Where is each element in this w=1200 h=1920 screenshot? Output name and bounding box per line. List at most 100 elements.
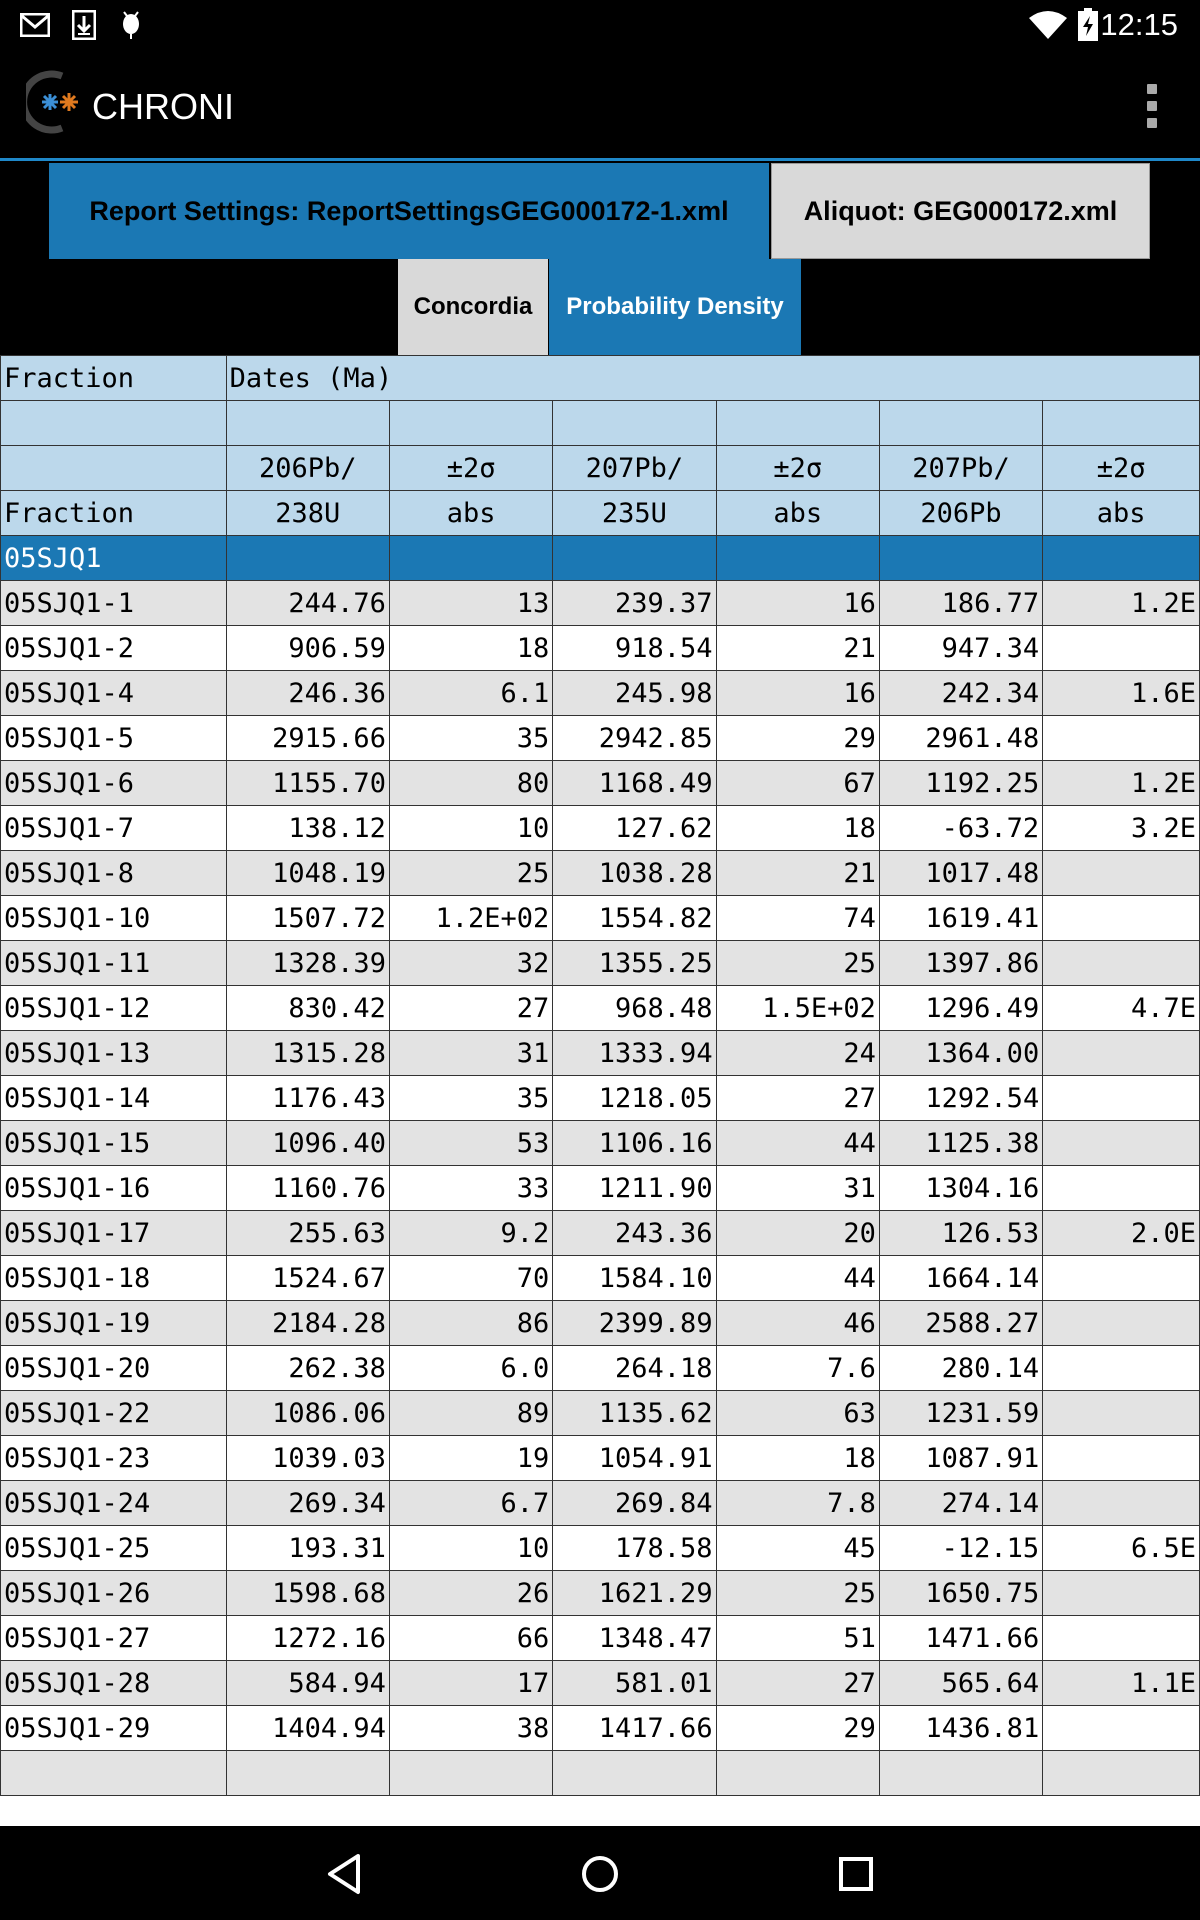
back-icon[interactable]	[316, 1846, 372, 1902]
table-row[interactable]: 05SJQ1-26 1598.68 26 1621.29 25 1650.75	[0, 1570, 1200, 1616]
value-cell	[1042, 1075, 1200, 1121]
value-cell: 1192.25	[878, 760, 1044, 806]
value-cell: 1038.28	[552, 850, 717, 896]
value-cell: 1554.82	[552, 895, 717, 941]
value-cell	[1042, 715, 1200, 761]
table-row[interactable]: 05SJQ1-12 830.42 27 968.48 1.5E+02 1296.49 4.7…	[0, 985, 1200, 1031]
blank-header-cell	[388, 400, 554, 446]
fraction-name-cell: 05SJQ1-23	[0, 1435, 227, 1481]
value-cell: 127.62	[552, 805, 717, 851]
value-cell: 1125.38	[878, 1120, 1044, 1166]
value-cell: 1.2E	[1042, 760, 1200, 806]
fraction-name-cell: 05SJQ1-12	[0, 985, 227, 1031]
value-cell: 1087.91	[878, 1435, 1044, 1481]
table-row[interactable]: 05SJQ1-24 269.34 6.7 269.84 7.8 274.14	[0, 1480, 1200, 1526]
value-cell: 1436.81	[878, 1705, 1044, 1751]
value-cell: 29	[715, 715, 880, 761]
blank-header-cell	[878, 400, 1044, 446]
value-cell: 63	[715, 1390, 880, 1436]
value-cell: 80	[388, 760, 554, 806]
aliquot-row: 05SJQ1	[0, 535, 1200, 581]
table-row[interactable]: 05SJQ1-11 1328.39 32 1355.25 25 1397.86	[0, 940, 1200, 986]
table-row[interactable]: 05SJQ1-23 1039.03 19 1054.91 18 1087.91	[0, 1435, 1200, 1481]
fraction-name-cell: 05SJQ1-20	[0, 1345, 227, 1391]
value-cell: 274.14	[878, 1480, 1044, 1526]
value-cell: 20	[715, 1210, 880, 1256]
table-row[interactable]: 05SJQ1-7 138.12 10 127.62 18 -63.72 3.2E	[0, 805, 1200, 851]
recents-icon[interactable]	[828, 1846, 884, 1902]
value-cell: 31	[715, 1165, 880, 1211]
main-content: Report Settings: ReportSettingsGEG000172…	[0, 161, 1200, 1826]
value-cell: 1584.10	[552, 1255, 717, 1301]
value-cell: 1160.76	[225, 1165, 390, 1211]
value-cell: 255.63	[225, 1210, 390, 1256]
table-row[interactable]	[0, 1750, 1200, 1796]
column-header-cell: ±2σ	[388, 445, 554, 491]
tab-concordia[interactable]: Concordia	[398, 259, 548, 355]
value-cell: 6.7	[388, 1480, 554, 1526]
value-cell: 1.2E+02	[388, 895, 554, 941]
column-header-cell	[0, 445, 227, 491]
table-row[interactable]: 05SJQ1-13 1315.28 31 1333.94 24 1364.00	[0, 1030, 1200, 1076]
table-row[interactable]: 05SJQ1-19 2184.28 86 2399.89 46 2588.27	[0, 1300, 1200, 1346]
value-cell: 1364.00	[878, 1030, 1044, 1076]
value-cell: 1404.94	[225, 1705, 390, 1751]
value-cell: 239.37	[552, 580, 717, 626]
table-row[interactable]: 05SJQ1-18 1524.67 70 1584.10 44 1664.14	[0, 1255, 1200, 1301]
table-row[interactable]: 05SJQ1-29 1404.94 38 1417.66 29 1436.81	[0, 1705, 1200, 1751]
table-row[interactable]: 05SJQ1-10 1507.72 1.2E+02 1554.82 74 1619.41	[0, 895, 1200, 941]
table-row[interactable]: 05SJQ1-4 246.36 6.1 245.98 16 242.34 1.6E	[0, 670, 1200, 716]
table-row[interactable]: 05SJQ1-8 1048.19 25 1038.28 21 1017.48	[0, 850, 1200, 896]
table-row[interactable]: 05SJQ1-1 244.76 13 239.37 16 186.77 1.2E	[0, 580, 1200, 626]
value-cell: 242.34	[878, 670, 1044, 716]
table-row[interactable]: 05SJQ1-16 1160.76 33 1211.90 31 1304.16	[0, 1165, 1200, 1211]
value-cell: 1650.75	[878, 1570, 1044, 1616]
home-icon[interactable]	[572, 1846, 628, 1902]
value-cell: 2915.66	[225, 715, 390, 761]
value-cell: 1.6E	[1042, 670, 1200, 716]
value-cell	[1042, 850, 1200, 896]
table-row[interactable]: 05SJQ1-17 255.63 9.2 243.36 20 126.53 2.0E	[0, 1210, 1200, 1256]
table-row[interactable]: 05SJQ1-6 1155.70 80 1168.49 67 1192.25 1.2E	[0, 760, 1200, 806]
value-cell	[1042, 1390, 1200, 1436]
table-row[interactable]: 05SJQ1-14 1176.43 35 1218.05 27 1292.54	[0, 1075, 1200, 1121]
aliquot-button[interactable]: Aliquot: GEG000172.xml	[771, 163, 1150, 259]
aliquot-cell	[715, 535, 880, 581]
report-settings-button[interactable]: Report Settings: ReportSettingsGEG000172…	[49, 163, 769, 259]
table-row[interactable]: 05SJQ1-5 2915.66 35 2942.85 29 2961.48	[0, 715, 1200, 761]
fraction-name-cell: 05SJQ1-29	[0, 1705, 227, 1751]
table-row[interactable]: 05SJQ1-25 193.31 10 178.58 45 -12.15 6.5E	[0, 1525, 1200, 1571]
column-header-cell: 238U	[225, 490, 390, 536]
table-row[interactable]: 05SJQ1-22 1086.06 89 1135.62 63 1231.59	[0, 1390, 1200, 1436]
value-cell: 21	[715, 850, 880, 896]
table-row[interactable]: 05SJQ1-28 584.94 17 581.01 27 565.64 1.1E	[0, 1660, 1200, 1706]
value-cell	[715, 1750, 880, 1796]
value-cell: 138.12	[225, 805, 390, 851]
table-row[interactable]: 05SJQ1-20 262.38 6.0 264.18 7.6 280.14	[0, 1345, 1200, 1391]
fraction-table-scroll[interactable]: Fraction Dates (Ma) 206Pb/ ±2σ 207Pb	[0, 355, 1200, 1826]
column-header-cell: ±2σ	[715, 445, 880, 491]
table-row[interactable]: 05SJQ1-27 1272.16 66 1348.47 51 1471.66	[0, 1615, 1200, 1661]
value-cell: 1.2E	[1042, 580, 1200, 626]
aliquot-cell	[225, 535, 390, 581]
app-bar: CHRONI	[0, 50, 1200, 161]
value-cell: 186.77	[878, 580, 1044, 626]
value-cell: -63.72	[878, 805, 1044, 851]
value-cell: 246.36	[225, 670, 390, 716]
fraction-name-cell: 05SJQ1-22	[0, 1390, 227, 1436]
table-row[interactable]: 05SJQ1-2 906.59 18 918.54 21 947.34	[0, 625, 1200, 671]
value-cell: 1106.16	[552, 1120, 717, 1166]
fraction-name-cell: 05SJQ1-13	[0, 1030, 227, 1076]
value-cell: 44	[715, 1120, 880, 1166]
tab-probability-density[interactable]: Probability Density	[549, 259, 801, 355]
value-cell: 25	[388, 850, 554, 896]
value-cell: 1211.90	[552, 1165, 717, 1211]
value-cell: 1619.41	[878, 895, 1044, 941]
fraction-name-cell: 05SJQ1-6	[0, 760, 227, 806]
value-cell: 280.14	[878, 1345, 1044, 1391]
fraction-name-cell: 05SJQ1-4	[0, 670, 227, 716]
table-row[interactable]: 05SJQ1-15 1096.40 53 1106.16 44 1125.38	[0, 1120, 1200, 1166]
more-vert-icon[interactable]	[1146, 84, 1158, 128]
fraction-name-cell: 05SJQ1-8	[0, 850, 227, 896]
fraction-name-cell	[0, 1750, 227, 1796]
